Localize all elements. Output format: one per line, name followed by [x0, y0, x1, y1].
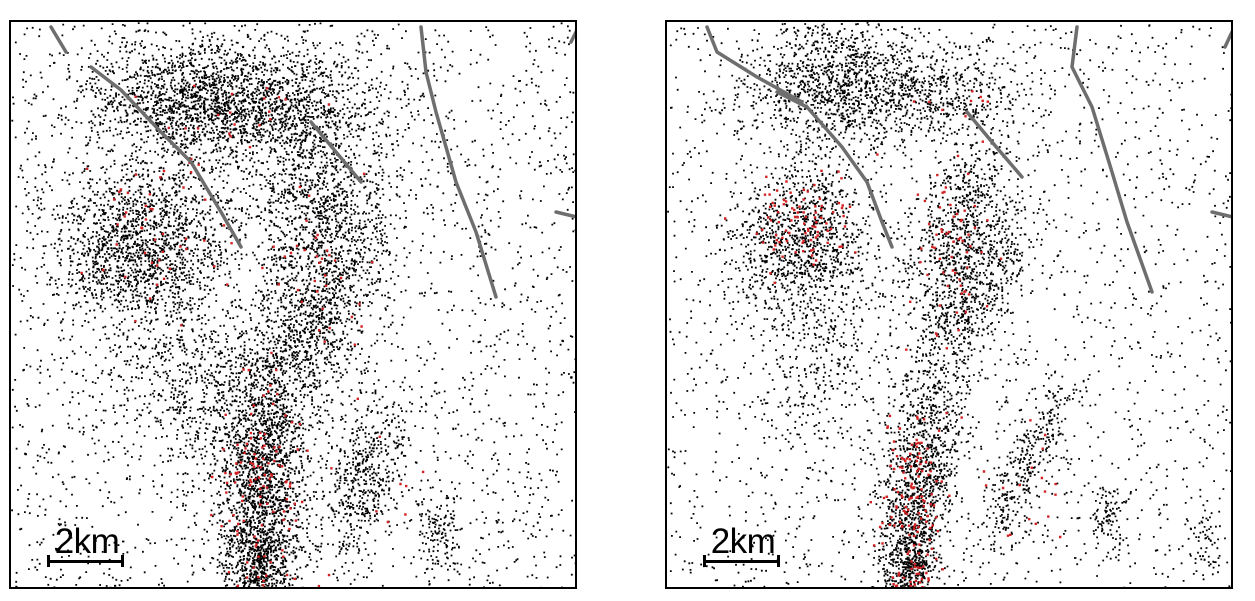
fault-line-5 — [1210, 210, 1231, 219]
scale-tick-left — [703, 555, 706, 567]
scale-line — [703, 560, 779, 563]
scale-line — [47, 560, 123, 563]
fault-line-3 — [965, 110, 1024, 179]
fault-line-5 — [554, 210, 575, 219]
fault-line-6 — [569, 30, 575, 44]
event-points-black — [11, 22, 575, 587]
black-event-dots — [11, 22, 575, 587]
scale-tick-right — [121, 555, 124, 567]
scale-tick-left — [47, 555, 50, 567]
scale-tick-right — [777, 555, 780, 567]
fault-line-4 — [1070, 25, 1154, 294]
map-panel-right: 2km — [665, 20, 1233, 589]
scale-bar: 2km — [703, 522, 783, 572]
scatter-map-right — [667, 22, 1231, 587]
fault-line-1 — [705, 25, 804, 104]
map-panel-left: 2km — [9, 20, 577, 589]
scale-label: 2km — [54, 522, 120, 561]
event-points-black — [667, 22, 1231, 587]
fault-line-3 — [309, 120, 363, 184]
fault-lines — [49, 25, 575, 299]
scale-label: 2km — [710, 522, 776, 561]
fault-line-6 — [1223, 30, 1231, 49]
fault-line-2 — [89, 65, 243, 249]
scale-bar: 2km — [47, 522, 127, 572]
fault-line-1 — [49, 25, 68, 54]
black-event-dots — [667, 22, 1231, 587]
fault-line-4 — [419, 25, 498, 299]
fault-lines — [705, 25, 1231, 294]
scatter-map-left — [11, 22, 575, 587]
fault-line-2 — [775, 90, 894, 249]
